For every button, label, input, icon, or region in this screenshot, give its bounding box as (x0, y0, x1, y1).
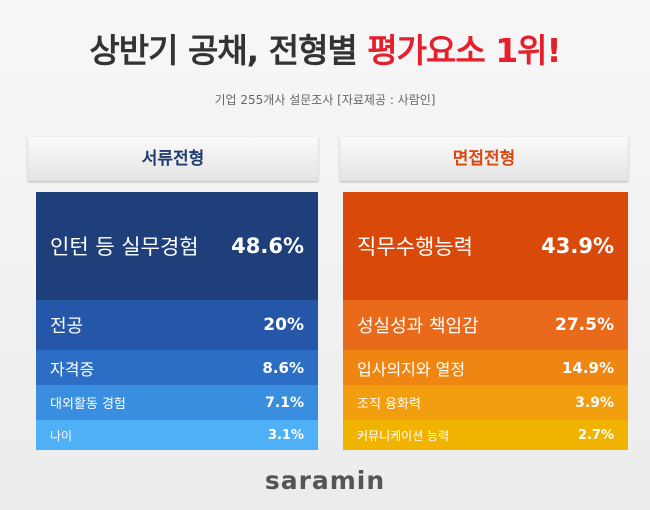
row-label: 자격증 (50, 359, 95, 379)
row-value: 3.1% (267, 427, 304, 443)
row-value: 43.9% (541, 234, 614, 258)
panel-tab: 면접전형 (340, 137, 628, 181)
panel-row: 조직 융화력 3.9% (343, 385, 628, 420)
panel-tab: 서류전형 (28, 137, 318, 181)
panel-row: 인턴 등 실무경험 48.6% (36, 192, 318, 300)
row-label: 전공 (50, 316, 84, 337)
row-value: 27.5% (555, 315, 614, 335)
panel-row: 입사의지와 열정 14.9% (343, 350, 628, 385)
logo: saramin (264, 466, 386, 495)
row-label: 커뮤니케이션 능력 (357, 428, 450, 443)
row-label: 입사의지와 열정 (357, 359, 466, 379)
panel-row: 전공 20% (36, 300, 318, 350)
panel-row: 대외활동 경험 7.1% (36, 385, 318, 420)
panel-row: 성실성과 책임감 27.5% (343, 300, 628, 350)
row-value: 2.7% (577, 427, 614, 443)
panel-row: 커뮤니케이션 능력 2.7% (343, 420, 628, 450)
panel-row: 나이 3.1% (36, 420, 318, 450)
row-value: 7.1% (265, 394, 304, 411)
subtitle: 기업 255개사 설문조사 [자료제공 : 사람인] (214, 93, 436, 107)
row-label: 나이 (50, 428, 73, 443)
title: 상반기 공채, 전형별 평가요소 1위! (0, 24, 650, 72)
row-label: 대외활동 경험 (50, 397, 126, 412)
row-value: 48.6% (231, 234, 304, 258)
title-highlight: 평가요소 1위! (367, 31, 561, 70)
row-label: 직무수행능력 (357, 235, 473, 259)
row-label: 조직 융화력 (357, 397, 421, 412)
row-value: 14.9% (561, 358, 614, 377)
title-text: 상반기 공채, 전형별 (89, 31, 357, 70)
row-value: 8.6% (262, 358, 304, 377)
row-value: 3.9% (575, 394, 614, 411)
row-value: 20% (263, 315, 304, 335)
row-label: 인턴 등 실무경험 (50, 235, 199, 259)
row-label: 성실성과 책임감 (357, 316, 479, 337)
panel-row: 직무수행능력 43.9% (343, 192, 628, 300)
panel-row: 자격증 8.6% (36, 350, 318, 385)
